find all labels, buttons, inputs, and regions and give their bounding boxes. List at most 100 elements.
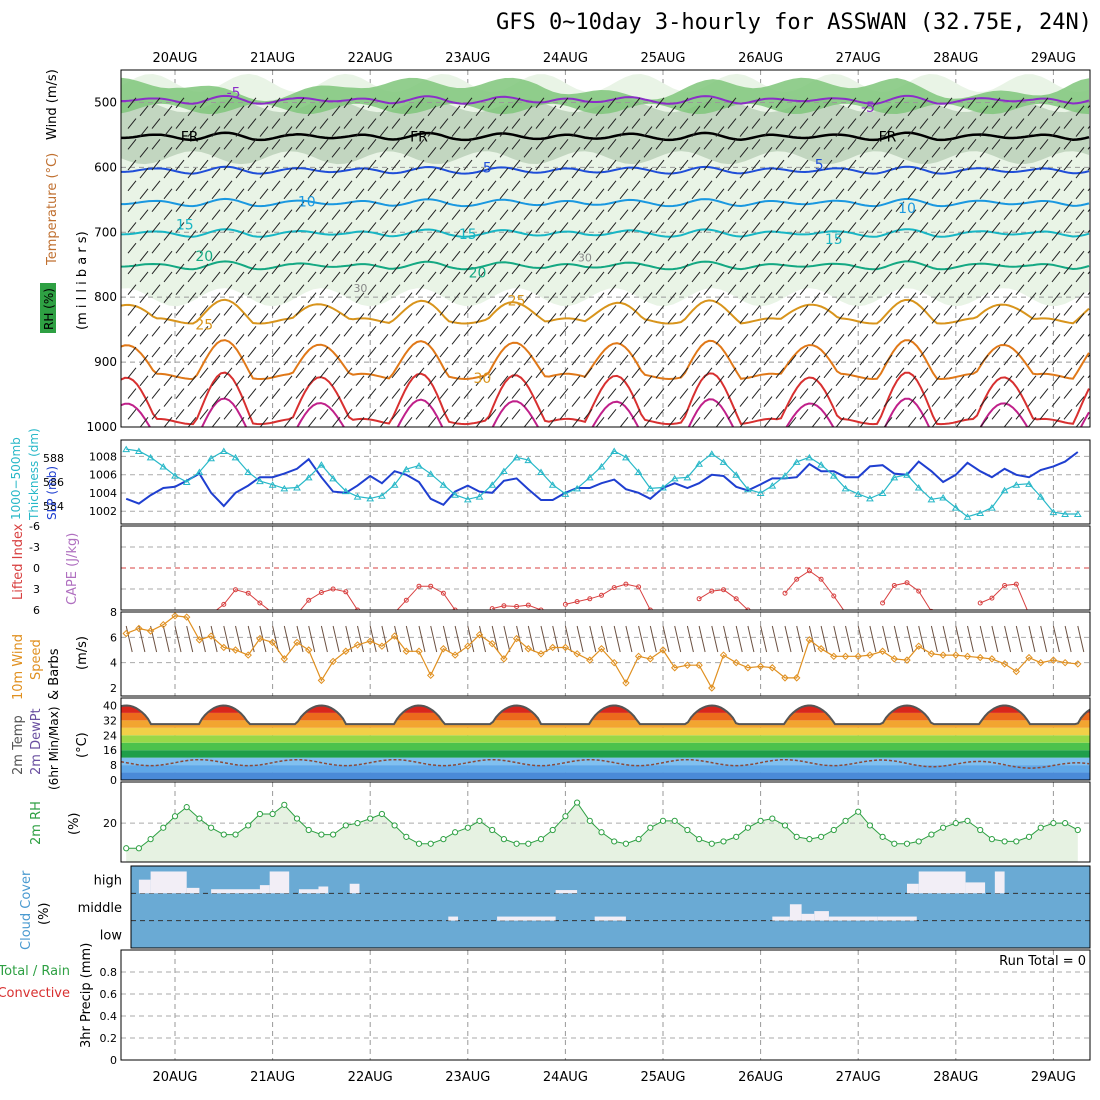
wind-barb [619,167,629,179]
wind-barb [499,126,509,137]
wind-barb [631,284,641,296]
wind-barb [799,201,809,212]
wind-speed-point [488,639,496,648]
wind-barb [139,188,149,200]
rh-point [330,831,337,838]
wind-barb [547,230,557,241]
wind-barb [883,105,893,117]
wind-speed-point [1049,656,1058,664]
thickness-tick-label: 584 [43,500,64,513]
wind-barb [1015,139,1025,150]
li-tick-label: 3 [33,583,40,596]
wind-barb [211,313,221,324]
wind-barb [223,409,233,420]
slp-point [366,494,375,502]
wind-barb [451,167,461,179]
lifted-index-point [745,607,751,610]
slp-point [854,490,863,497]
wind-barb [379,313,389,324]
wind-barb [391,305,401,316]
wind-barb [631,305,641,316]
slp-line [126,448,1078,518]
wind-barb [175,409,185,420]
wind-barb [439,409,449,420]
wind-barb [199,201,209,212]
wind-barb [715,105,725,117]
wind-barb [595,105,605,117]
wind-barb [943,118,953,129]
precip-tick-label: 0.2 [100,1032,118,1045]
wind-barb [499,271,509,283]
wind-barb [547,105,557,117]
wind-barb [619,375,629,387]
rh-point [452,829,459,836]
isotherm-label: 25 [508,294,526,310]
wind-speed-point [915,642,923,650]
wind-barb [787,126,797,137]
wind-barb [175,388,185,399]
wind-barb [871,284,881,296]
wind-barb [547,313,557,324]
slp-point [659,484,667,491]
wind-barb [391,346,401,358]
wind-barb [511,159,521,171]
wind-barb [1039,346,1049,358]
panel-3-frame [120,525,1091,611]
wind-barb [1051,126,1061,137]
wind-barb [379,188,389,200]
wind-barb [895,180,905,192]
wind-barb [919,305,929,316]
wind-speed-point [939,651,947,659]
wind-barb [643,354,653,366]
wind-barb [235,396,245,407]
wind-barb [151,305,161,316]
wind-barb [211,209,221,220]
wind-barb [859,375,869,387]
wind-barb [787,167,797,179]
wind-barb [703,409,713,420]
wind-barb [295,388,305,399]
wind-barb [307,271,317,283]
wind-barb [523,271,533,283]
slp-point [146,453,155,461]
slp-point [171,472,179,479]
wind-barb [403,292,413,304]
wind-barb [775,263,785,275]
wind-barb [751,367,761,379]
wind-barb [511,367,521,379]
wind-barb-10m [1064,625,1072,653]
wind-barb [859,147,869,158]
wind-barb [787,313,797,324]
wind-barb [907,333,917,345]
wind-barb [367,263,377,275]
wind-barb [187,147,197,158]
wind-barb [271,118,281,129]
wind-barb [691,188,701,200]
wind-barb [643,250,653,262]
wind10-unit-label: (m/s) [75,636,90,670]
wind-barb [127,139,137,150]
wind-barb [655,367,665,379]
wind-barb [859,396,869,407]
wind-speed-point [500,655,508,663]
wind-barb [211,147,221,158]
rh-point [684,826,691,834]
wind-barb [343,346,353,358]
wind-barb [187,375,197,387]
slp-tick-label: 1006 [89,469,117,482]
wind-barb [379,105,389,117]
wind-barb [151,346,161,358]
wind-barb [259,105,269,117]
temperature-colour-band [121,727,1090,736]
wind-barb [859,354,869,366]
wind10-barbs-label: & Barbs [47,648,62,700]
wind-barb [463,284,473,296]
wind-barb [259,417,269,427]
lifted-index-point [794,576,800,582]
wind-barb [595,230,605,241]
wind-speed-point [1061,658,1069,667]
wind-barb [391,97,401,109]
wind-barb [871,305,881,316]
wind-speed-point [634,652,643,661]
wind-barb-10m [979,625,987,653]
